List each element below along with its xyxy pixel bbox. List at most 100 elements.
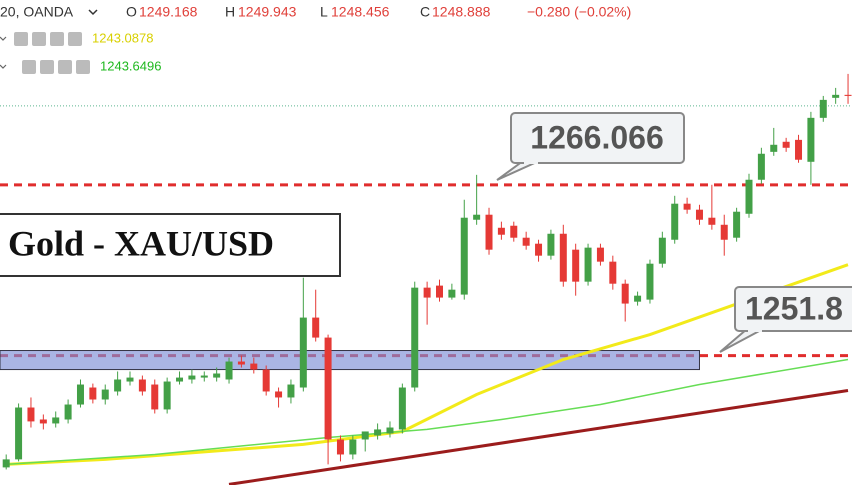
candle-body <box>733 211 741 238</box>
candle-body <box>770 144 778 152</box>
support-zone <box>0 350 700 371</box>
candle-body <box>795 139 803 160</box>
candle-body <box>485 214 493 250</box>
candle-body <box>312 317 320 338</box>
candle-body <box>497 227 505 235</box>
candle-body <box>101 389 109 400</box>
callout-mask <box>524 160 538 164</box>
price-callout: 1251.8 <box>719 286 852 353</box>
ohlc-key: L <box>320 4 328 20</box>
candle-body <box>695 209 703 220</box>
indicator-value: 1243.0878 <box>92 30 153 45</box>
indicator-line <box>6 358 849 466</box>
candle-body <box>349 439 357 455</box>
candle-body <box>262 369 270 392</box>
price-callout: 1266.066 <box>496 112 685 181</box>
candle-body <box>188 375 196 380</box>
candle-body <box>572 249 580 282</box>
candle-body <box>757 153 765 180</box>
chart-title: Gold - XAU/USD <box>8 223 274 263</box>
ohlc-key: C <box>420 4 430 20</box>
candle-body <box>658 237 666 264</box>
callout-pointer <box>496 160 540 181</box>
candle-body <box>547 233 555 256</box>
candle-body <box>163 381 171 410</box>
change: −0.280 (−0.02%) <box>527 4 631 20</box>
candle-body <box>324 337 332 440</box>
ohlc-key: H <box>225 4 235 20</box>
ohlc-value: 1248.456 <box>331 4 390 20</box>
candle-body <box>510 225 518 238</box>
symbol: 20, OANDA <box>0 4 74 20</box>
candle-body <box>460 217 468 295</box>
callout-box <box>510 112 685 164</box>
indicator-line <box>228 389 849 485</box>
candle-body <box>398 387 406 430</box>
callout-pointer <box>719 328 764 353</box>
candle-body <box>237 361 245 365</box>
candle-body <box>52 417 60 424</box>
candle-body <box>559 233 567 282</box>
candle-body <box>596 247 604 262</box>
ohlc-key: O <box>126 4 137 20</box>
callout-mask <box>748 328 762 332</box>
candle-body <box>819 99 827 118</box>
candle-body <box>39 419 47 424</box>
candle-body <box>535 243 543 256</box>
candle-body <box>411 287 419 388</box>
candle-body <box>832 94 840 98</box>
candle-body <box>782 141 790 148</box>
candle-body <box>584 247 592 282</box>
candle-body <box>745 179 753 214</box>
plot-area: 1266.066 1251.8 <box>0 73 852 485</box>
candle-body <box>89 387 97 400</box>
candle-body <box>176 377 184 382</box>
indicator-buttons[interactable] <box>14 32 82 46</box>
candle-body <box>250 363 258 370</box>
candle-body <box>634 295 642 302</box>
candle-body <box>621 283 629 304</box>
candle-body <box>807 117 815 162</box>
indicator-buttons[interactable] <box>22 60 90 74</box>
title-box: Gold - XAU/USD <box>0 213 341 277</box>
collapse[interactable] <box>0 64 7 69</box>
candle-body <box>436 285 443 298</box>
candle-body <box>76 384 84 405</box>
candle-body <box>2 459 10 468</box>
candle-body <box>275 391 283 398</box>
candle-body <box>299 317 307 388</box>
candle-body <box>609 261 617 284</box>
candle-body <box>671 203 679 240</box>
ohlc-value: 1249.943 <box>238 4 297 20</box>
candle-body <box>27 407 35 422</box>
candle-body <box>64 404 72 420</box>
chevron[interactable] <box>88 9 98 16</box>
candle-body <box>844 94 852 96</box>
candle-body <box>114 379 122 392</box>
candle-body <box>683 203 691 210</box>
candle-body <box>473 214 481 220</box>
candle-body <box>336 439 344 455</box>
ohlc-value: 1249.168 <box>139 4 198 20</box>
indicator-line <box>6 263 849 466</box>
ohlc-value: 1248.888 <box>432 4 491 20</box>
header: 20, OANDA O 1249.168 H 1249.943 L 1248.4… <box>0 4 631 74</box>
candle-body <box>151 384 159 410</box>
candle-body <box>386 427 394 434</box>
candle-body <box>200 375 208 378</box>
candle-body <box>423 287 431 298</box>
candle-body <box>138 379 146 392</box>
candle-body <box>522 237 530 246</box>
callout-label: 1266.066 <box>530 119 663 155</box>
callout-box <box>734 286 852 332</box>
candle-body <box>225 361 233 380</box>
collapse[interactable] <box>0 36 7 41</box>
candle-body <box>126 377 134 382</box>
candle-body <box>213 373 221 378</box>
candle-body <box>448 289 456 298</box>
candle-body <box>374 429 382 436</box>
candle-body <box>708 217 716 225</box>
candle-body <box>361 431 369 440</box>
